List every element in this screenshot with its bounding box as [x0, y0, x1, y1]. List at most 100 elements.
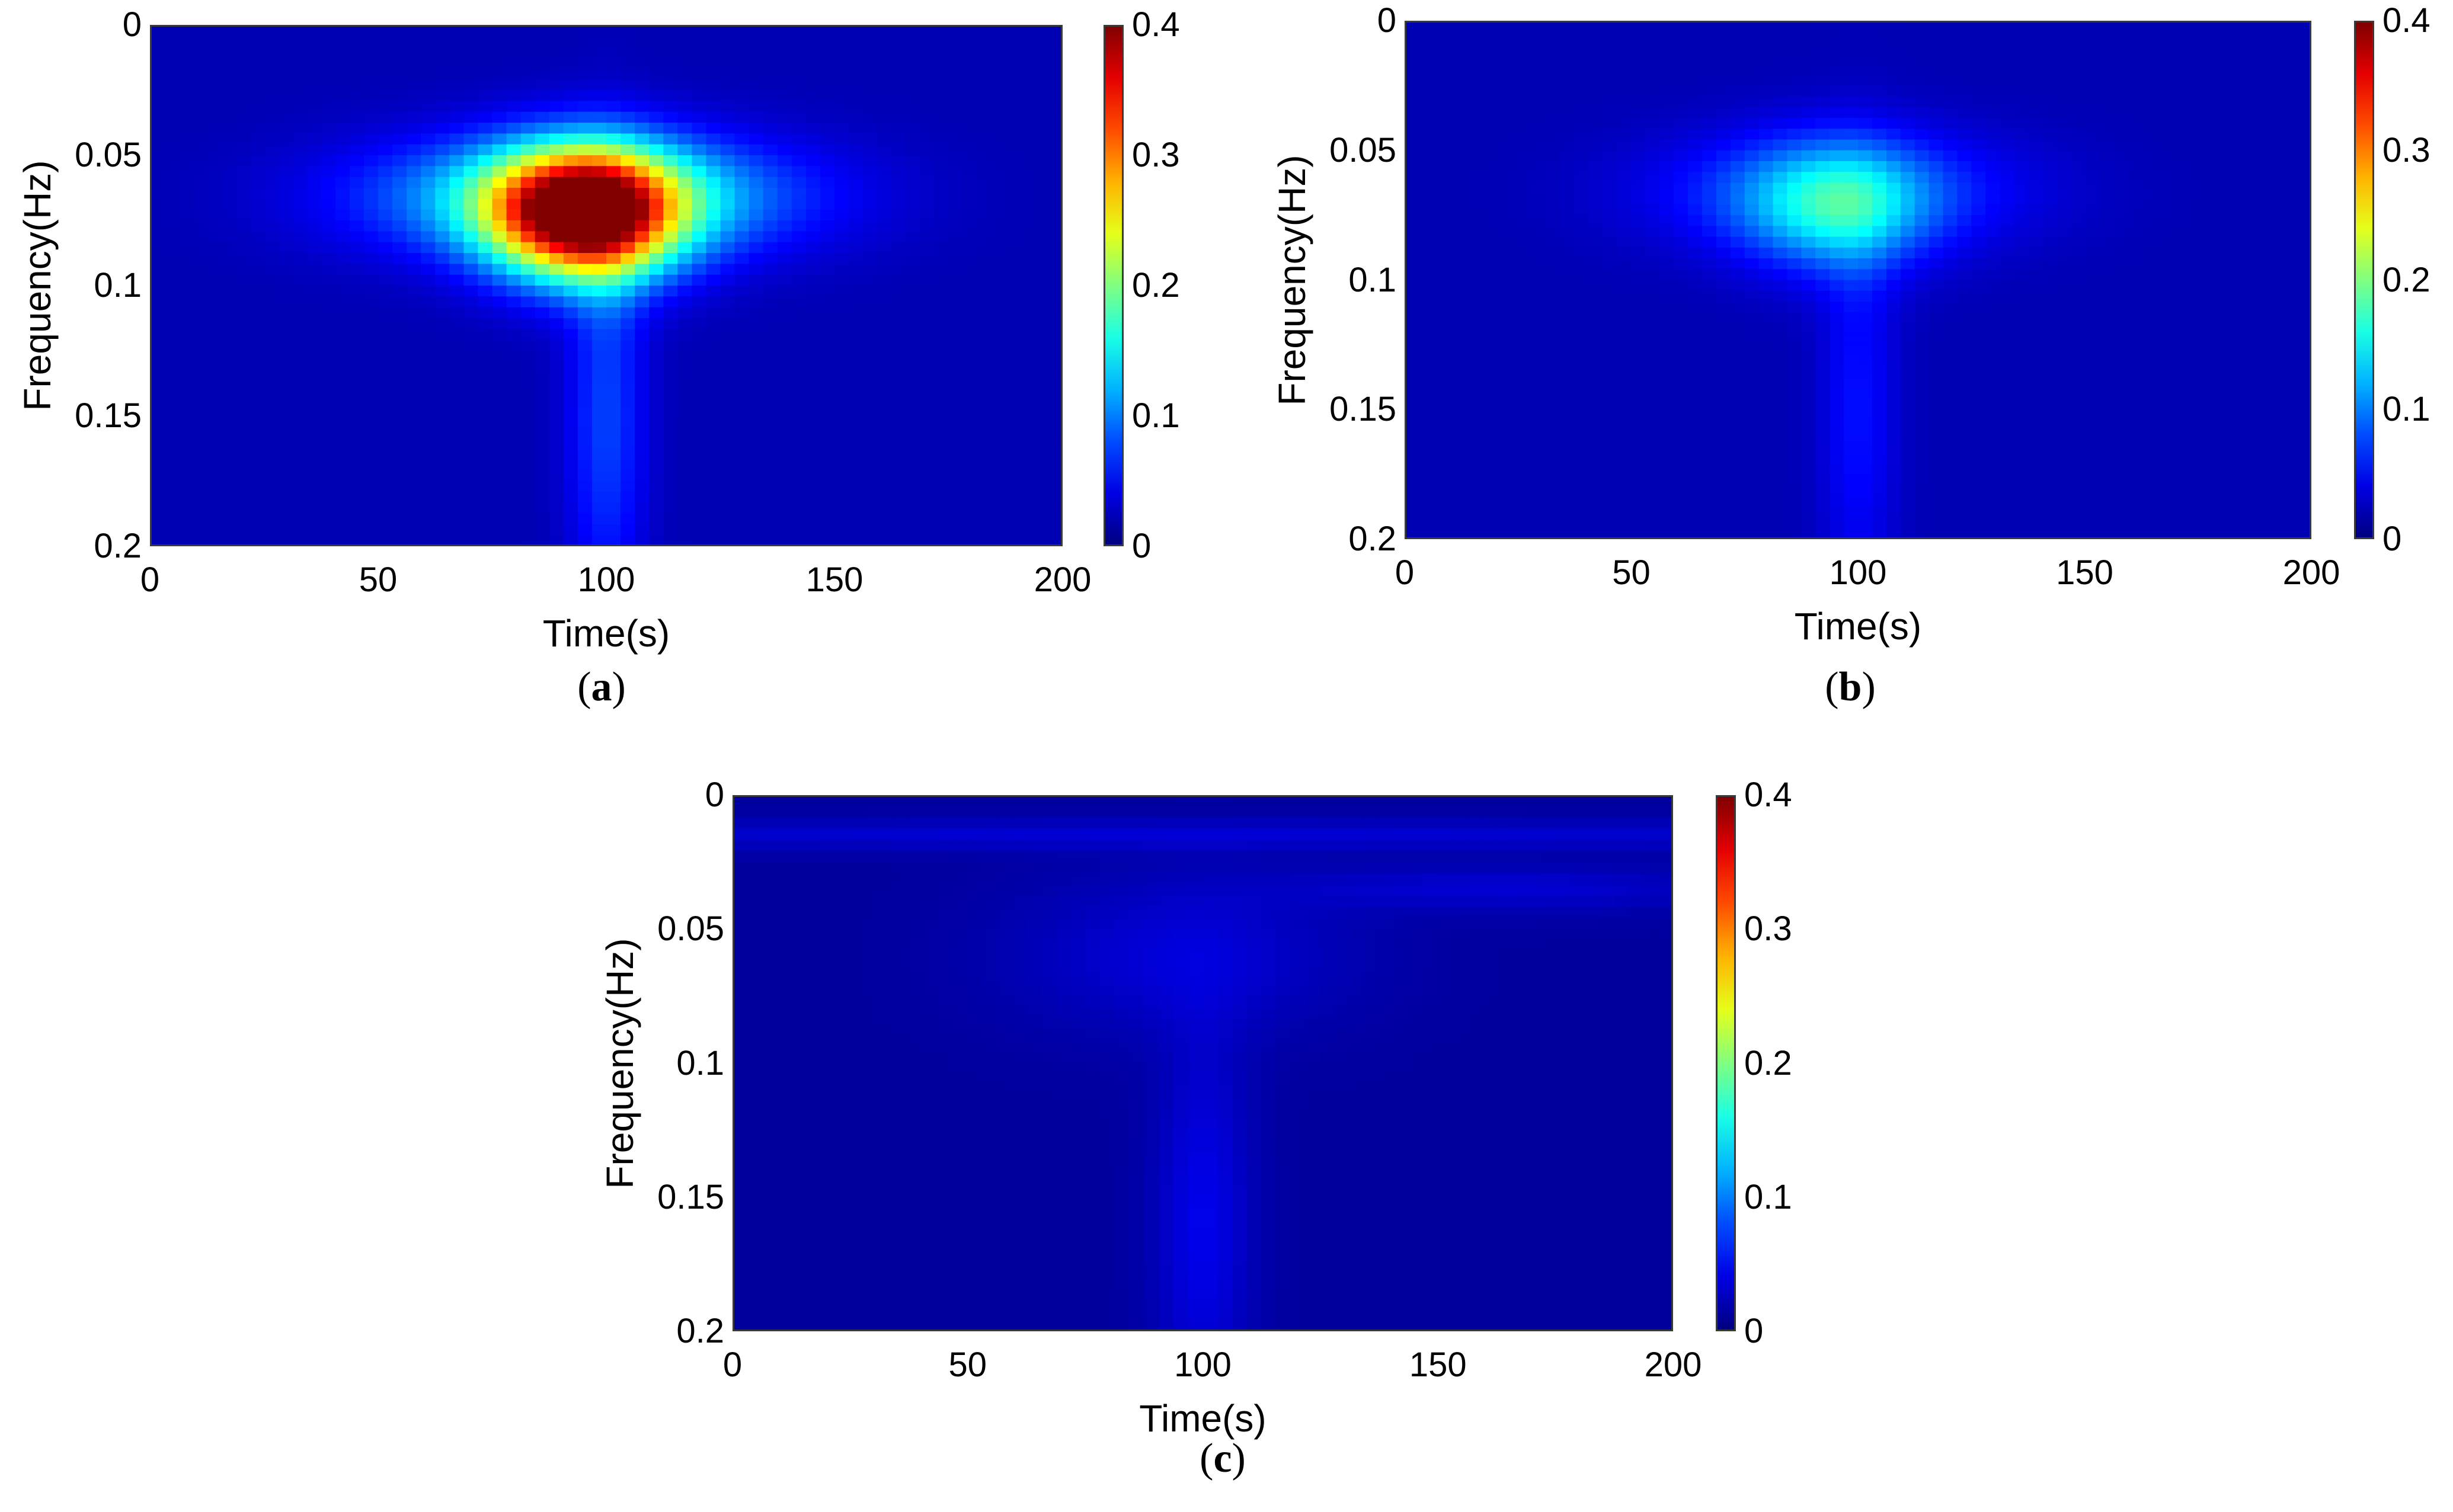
heatmap-cell: [563, 535, 578, 546]
heatmap-cell: [977, 481, 992, 493]
heatmap-cell: [1432, 312, 1448, 324]
heatmap-cell: [1504, 75, 1519, 87]
heatmap-cell: [2127, 290, 2142, 302]
heatmap-cell: [363, 459, 379, 471]
heatmap-cell: [1702, 247, 1717, 259]
heatmap-cell: [891, 144, 907, 156]
heatmap-cell: [435, 79, 450, 91]
heatmap-cell: [349, 274, 364, 286]
heatmap-cell: [1900, 193, 1915, 205]
heatmap-cell: [1985, 312, 2000, 324]
heatmap-cell: [977, 90, 992, 102]
heatmap-cell: [150, 329, 165, 341]
heatmap-cell: [449, 383, 465, 395]
heatmap-cell: [2042, 236, 2057, 248]
heatmap-cell: [2254, 118, 2270, 130]
heatmap-cell: [991, 144, 1006, 156]
heatmap-cell: [435, 101, 450, 113]
heatmap-cell: [1048, 36, 1063, 47]
heatmap-cell: [2084, 42, 2100, 54]
heatmap-cell: [621, 144, 635, 156]
heatmap-cell: [421, 188, 436, 200]
heatmap-cell: [2283, 193, 2298, 205]
heatmap-cell: [1631, 301, 1646, 313]
heatmap-cell: [1405, 323, 1419, 335]
heatmap-cell: [2183, 85, 2199, 97]
heatmap-cell: [820, 274, 835, 286]
heatmap-cell: [1489, 96, 1505, 108]
heatmap-cell: [1405, 172, 1419, 184]
heatmap-cell: [392, 535, 407, 546]
heatmap-cell: [2183, 301, 2199, 313]
heatmap-cell: [520, 351, 536, 363]
heatmap-cell: [1560, 269, 1575, 281]
heatmap-cell: [150, 231, 165, 243]
heatmap-cell: [1858, 226, 1873, 238]
heatmap-cell: [207, 79, 222, 91]
heatmap-cell: [962, 274, 978, 286]
heatmap-cell: [2226, 63, 2241, 75]
heatmap-cell: [363, 253, 379, 265]
heatmap-cell: [335, 220, 350, 232]
heatmap-cell: [1886, 334, 1901, 345]
heatmap-cell: [1447, 150, 1462, 162]
heatmap-cell: [392, 427, 407, 438]
heatmap-cell: [2226, 53, 2241, 65]
heatmap-cell: [1758, 301, 1774, 313]
heatmap-cell: [1005, 535, 1021, 546]
heatmap-cell: [692, 383, 707, 395]
heatmap-cell: [1914, 96, 1930, 108]
heatmap-cell: [549, 383, 564, 395]
heatmap-cell: [1518, 301, 1533, 313]
heatmap-cell: [1048, 481, 1063, 493]
heatmap-cell: [1432, 63, 1448, 75]
heatmap-cell: [435, 144, 450, 156]
heatmap-cell: [193, 25, 208, 37]
heatmap-cell: [349, 46, 364, 58]
heatmap-cell: [920, 111, 935, 123]
heatmap-cell: [635, 361, 650, 373]
heatmap-cell: [292, 209, 308, 221]
heatmap-cell: [1872, 161, 1887, 173]
heatmap-cell: [877, 449, 893, 460]
heatmap-cell: [549, 361, 564, 373]
heatmap-cell: [2127, 204, 2142, 216]
heatmap-cell: [1886, 85, 1901, 97]
heatmap-cell: [577, 481, 593, 493]
heatmap-cell: [1943, 85, 1958, 97]
heatmap-cell: [962, 351, 978, 363]
heatmap-cell: [991, 188, 1006, 200]
heatmap-cell: [2000, 150, 2014, 162]
heatmap-cell: [2226, 42, 2241, 54]
heatmap-cell: [492, 166, 507, 178]
heatmap-cell: [1489, 172, 1505, 184]
heatmap-cell: [649, 166, 664, 178]
heatmap-cell: [1815, 182, 1830, 194]
heatmap-cell: [1886, 150, 1901, 162]
heatmap-cell: [2283, 96, 2298, 108]
heatmap-cell: [1504, 96, 1519, 108]
heatmap-cell: [706, 144, 721, 156]
heatmap-cell: [1730, 204, 1745, 216]
heatmap-cell: [1504, 215, 1519, 227]
heatmap-cell: [577, 329, 593, 341]
heatmap-cell: [1985, 290, 2000, 302]
heatmap-cell: [820, 198, 835, 210]
heatmap-cell: [805, 253, 821, 265]
heatmap-cell: [1447, 53, 1462, 65]
heatmap-cell: [891, 318, 907, 330]
heatmap-cell: [621, 209, 635, 221]
heatmap-cell: [520, 36, 536, 47]
heatmap-cell: [877, 329, 893, 341]
heatmap-cell: [421, 459, 436, 471]
heatmap-cell: [250, 502, 265, 514]
heatmap-cell: [2283, 53, 2298, 65]
heatmap-cell: [2113, 107, 2128, 118]
heatmap-cell: [1744, 107, 1760, 118]
heatmap-cell: [1588, 215, 1604, 227]
heatmap-cell: [577, 307, 593, 319]
heatmap-cell: [948, 351, 964, 363]
heatmap-cell: [1489, 334, 1505, 345]
heatmap-cell: [235, 90, 251, 102]
heatmap-cell: [492, 264, 507, 276]
